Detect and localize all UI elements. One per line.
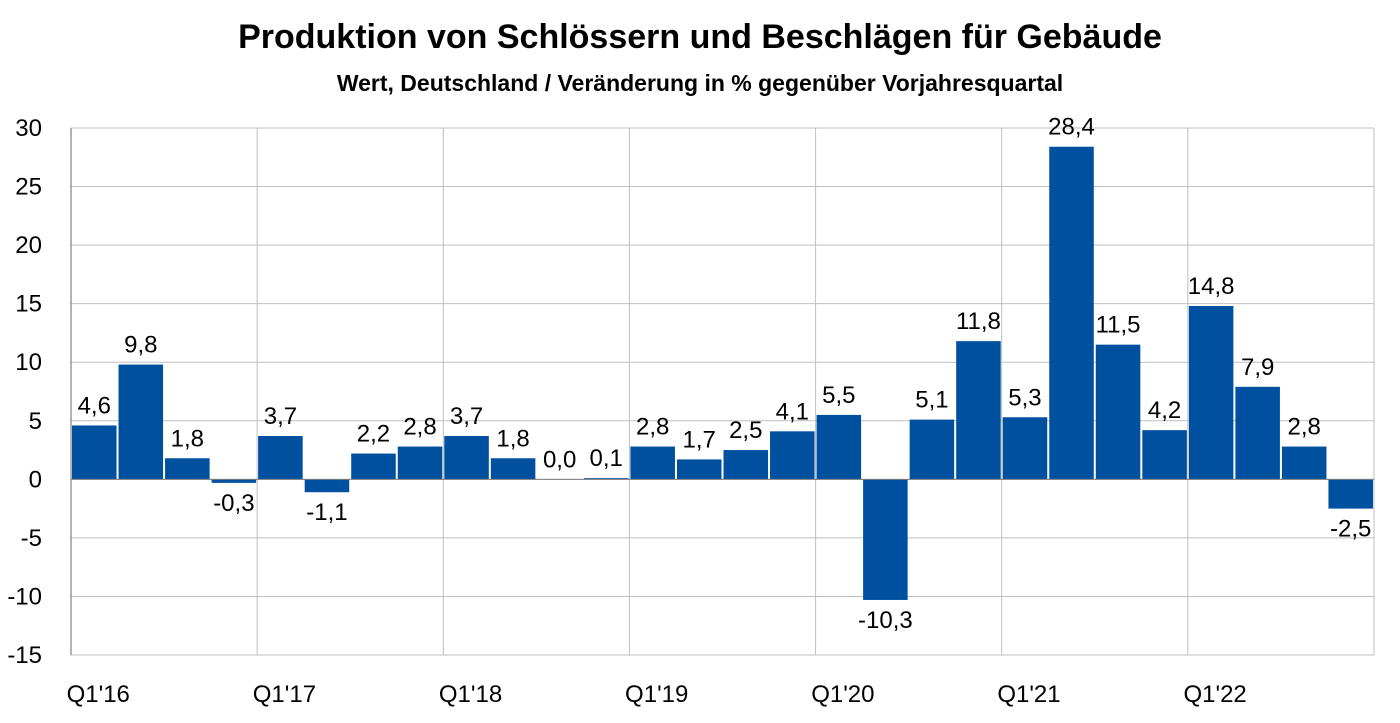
y-tick-label: 25	[15, 174, 42, 201]
grid-lines	[70, 127, 1375, 656]
data-label: 3,7	[264, 403, 297, 430]
y-axis-ticks: 30 25 20 15 10 5 0 -5 -10 -15	[7, 115, 42, 669]
bar	[630, 446, 675, 480]
data-label: 1,7	[683, 426, 716, 453]
data-label: 1,8	[171, 425, 204, 452]
bar	[444, 436, 489, 480]
data-label: 11,5	[1096, 312, 1141, 339]
data-labels: 4,6 9,8 1,8 -0,3 3,7 -1,1 2,2 2,8 3,7 1,8 0,0 0,1 2,…	[78, 114, 1372, 634]
y-tick-label: -10	[7, 583, 42, 610]
bar	[956, 341, 1001, 480]
bar	[863, 479, 908, 600]
chart-title: Produktion von Schlössern und Beschlägen…	[238, 18, 1162, 56]
bar	[723, 450, 769, 480]
data-label: 2,8	[403, 414, 436, 441]
data-label: 3,7	[450, 403, 483, 430]
data-label: -1,1	[306, 499, 347, 526]
data-label: 2,2	[357, 421, 390, 448]
data-label: -0,3	[213, 490, 254, 517]
data-label: -10,3	[858, 607, 913, 634]
x-tick-label: Q1'16	[67, 681, 130, 708]
bar	[1328, 479, 1373, 509]
bar	[1142, 430, 1187, 480]
data-label: 0,1	[589, 445, 622, 472]
bar	[72, 425, 117, 480]
data-label: 5,1	[915, 387, 948, 414]
bar	[118, 364, 164, 480]
bar	[770, 431, 815, 480]
data-label: 2,8	[1288, 414, 1321, 441]
chart-subtitle: Wert, Deutschland / Veränderung in % geg…	[336, 70, 1064, 96]
y-tick-label: 0	[29, 466, 42, 493]
bar	[1281, 446, 1327, 480]
y-tick-label: 10	[15, 349, 42, 376]
y-tick-label: 5	[29, 408, 42, 435]
bar	[816, 414, 862, 480]
x-tick-label: Q1'18	[439, 681, 502, 708]
x-tick-label: Q1'19	[625, 681, 688, 708]
data-label: 14,8	[1188, 273, 1235, 300]
axes	[70, 128, 1374, 655]
data-label: 5,3	[1008, 384, 1041, 411]
x-tick-label: Q1'22	[1183, 681, 1246, 708]
x-tick-label: Q1'20	[811, 681, 874, 708]
x-tick-label: Q1'17	[253, 681, 316, 708]
bars	[72, 146, 1373, 600]
bar	[583, 478, 629, 480]
bar	[490, 458, 536, 480]
bar	[258, 436, 303, 480]
data-label: 7,9	[1241, 354, 1274, 381]
bar	[1095, 344, 1141, 480]
y-tick-label: -15	[7, 642, 42, 669]
bar	[909, 419, 955, 480]
data-label: 4,2	[1148, 397, 1181, 424]
bar	[1002, 417, 1048, 480]
bar	[211, 479, 257, 483]
data-label: 2,8	[636, 414, 669, 441]
bar	[1049, 146, 1094, 480]
y-tick-label: 30	[15, 115, 42, 142]
bar	[304, 479, 350, 493]
bar	[165, 458, 210, 480]
y-tick-label: 15	[15, 291, 42, 318]
data-label: 5,5	[822, 382, 855, 409]
bar	[1235, 386, 1280, 480]
bar	[676, 459, 722, 480]
x-axis-ticks: Q1'16 Q1'17 Q1'18 Q1'19 Q1'20 Q1'21 Q1'22	[67, 681, 1247, 708]
bar	[1188, 306, 1234, 480]
data-label: 2,5	[729, 417, 762, 444]
data-label: 0,0	[543, 446, 576, 473]
y-tick-label: -5	[21, 525, 42, 552]
data-label: 4,1	[776, 398, 809, 425]
x-tick-label: Q1'21	[997, 681, 1060, 708]
data-label: 28,4	[1048, 114, 1095, 141]
data-label: 9,8	[124, 332, 157, 359]
data-label: 4,6	[78, 392, 111, 419]
y-tick-label: 20	[15, 232, 42, 259]
bar	[397, 446, 443, 480]
data-label: 1,8	[496, 425, 529, 452]
data-label: -2,5	[1330, 516, 1371, 543]
bar	[351, 453, 396, 480]
data-label: 11,8	[956, 308, 1001, 335]
